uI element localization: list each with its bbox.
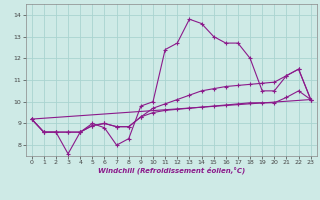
- X-axis label: Windchill (Refroidissement éolien,°C): Windchill (Refroidissement éolien,°C): [98, 167, 245, 174]
